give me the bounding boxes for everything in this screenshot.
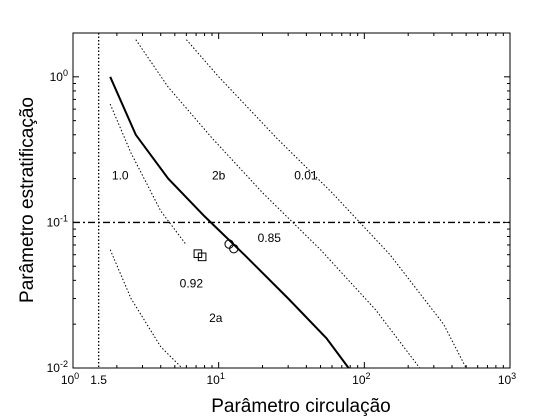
series-line-1 bbox=[109, 76, 350, 369]
series-line-5 bbox=[186, 39, 467, 369]
annotation-label: 0.85 bbox=[258, 231, 282, 245]
annotation-label: 1.0 bbox=[112, 169, 129, 183]
tick-labels: 100 101 102 103 1.5 10-2 10-1 100 bbox=[47, 68, 517, 387]
series-line-3 bbox=[109, 249, 183, 369]
plot-frame bbox=[72, 32, 511, 369]
plot-content: 1.0 2b 0.01 0.85 0.92 2a bbox=[73, 33, 510, 369]
x-tick-label: 102 bbox=[352, 371, 370, 387]
x-tick-label: 101 bbox=[206, 371, 224, 387]
x-tick-label-extra: 1.5 bbox=[90, 373, 107, 387]
x-axis-title: Parâmetro circulação bbox=[211, 396, 391, 417]
y-tick-label: 10-1 bbox=[47, 213, 68, 229]
y-tick-label: 10-2 bbox=[47, 359, 68, 375]
annotation-label: 0.92 bbox=[180, 277, 204, 291]
annotation-label: 2a bbox=[209, 311, 223, 325]
y-axis-title: Parâmetro estratificação bbox=[17, 97, 38, 303]
axis-ticks bbox=[72, 32, 511, 369]
annotation-label: 2b bbox=[212, 169, 226, 183]
x-tick-label: 100 bbox=[61, 371, 79, 387]
y-tick-label: 100 bbox=[50, 68, 68, 84]
circle-marker bbox=[229, 243, 239, 254]
series-line-4 bbox=[135, 39, 421, 369]
annotation-label: 0.01 bbox=[294, 169, 318, 183]
x-tick-label: 103 bbox=[498, 371, 516, 387]
square-marker bbox=[197, 252, 207, 262]
